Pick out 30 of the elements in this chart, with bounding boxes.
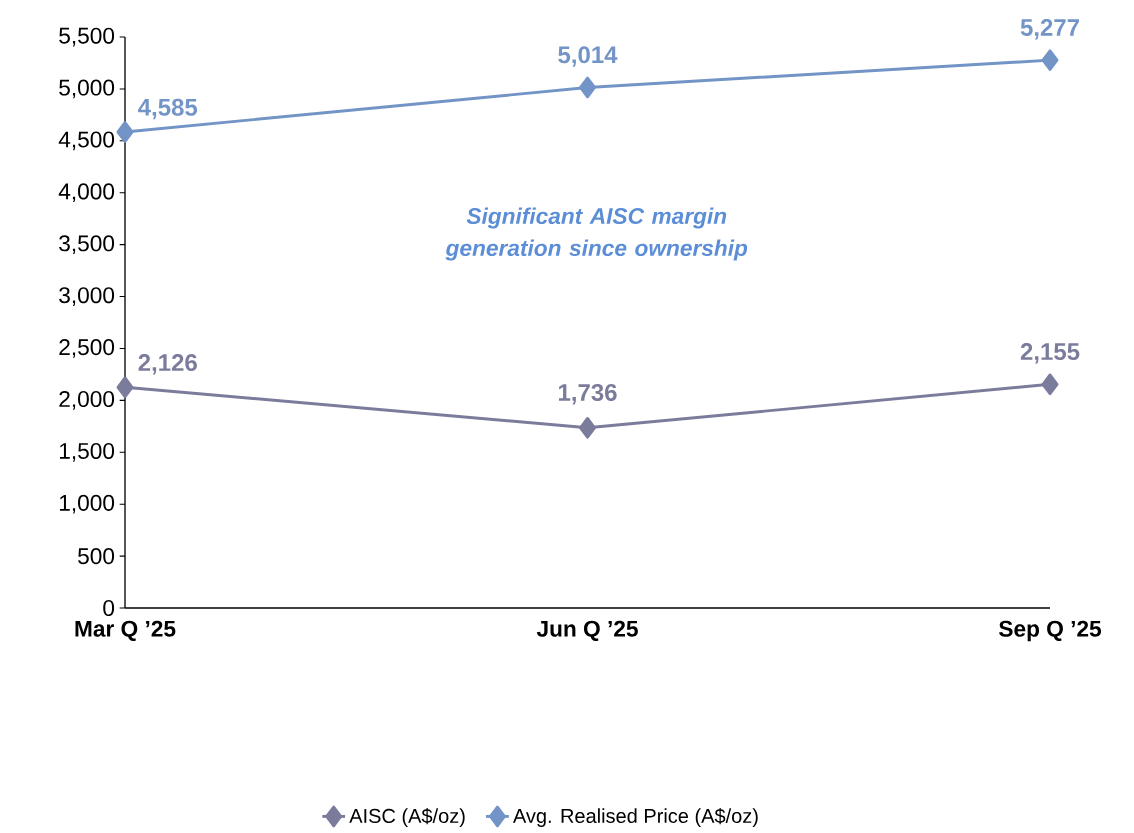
x-tick-label: Mar Q ’25: [75, 620, 176, 641]
data-label: 1,736: [558, 383, 617, 405]
y-tick-label: 4,000: [58, 183, 115, 203]
x-tick-label: Jun Q ’25: [536, 620, 638, 641]
point: [579, 76, 596, 99]
y-tick-label: 1,000: [59, 494, 115, 514]
point: [116, 376, 134, 399]
y-tick-label: 0: [103, 599, 115, 617]
y-tick-label: 3,000: [59, 287, 115, 306]
data-label: 4,585: [138, 98, 198, 120]
y-tick-label: 3,500: [59, 235, 115, 255]
y-tick-label: 5,000: [59, 79, 115, 99]
y-tick-label: 2,500: [59, 339, 115, 358]
y-tick-label: 500: [78, 548, 115, 565]
annotation: Significant AISC margin generation since ownership: [445, 207, 748, 261]
point: [1041, 373, 1059, 396]
point: [116, 121, 134, 143]
point: [579, 416, 596, 439]
data-label: 5,277: [1020, 18, 1079, 40]
legend-label: Avg. Realised Price (A$/oz): [512, 808, 758, 827]
y-tick-label: 4,500: [58, 131, 115, 151]
y-tick-label: 1,500: [59, 442, 115, 462]
y-tick-label: 2,000: [59, 391, 115, 410]
point: [1041, 49, 1059, 71]
y-tick-label: 5,500: [59, 27, 115, 47]
data-label: 5,014: [558, 46, 618, 67]
legend-label: AISC (A$/oz): [349, 808, 465, 827]
data-label: 2,155: [1020, 343, 1080, 364]
x-tick-label: Sep Q ’25: [999, 620, 1102, 642]
data-label: 2,126: [138, 354, 197, 375]
